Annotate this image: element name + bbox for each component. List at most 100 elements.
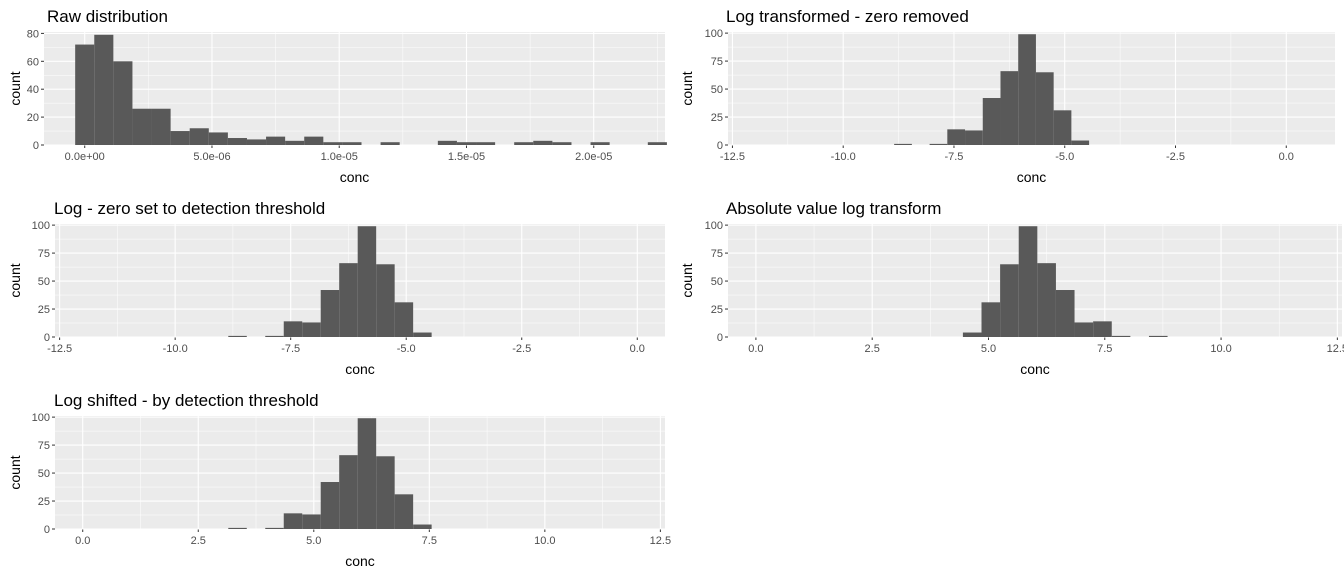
histogram-bar	[413, 524, 432, 529]
x-tick-label: 7.5	[1097, 343, 1112, 355]
histogram-bar	[94, 34, 114, 145]
histogram-bar	[947, 129, 966, 145]
histogram-bar	[357, 226, 377, 337]
x-tick-label: 10.0	[534, 535, 555, 547]
histogram-bar	[265, 335, 284, 337]
x-tick-label: 7.5	[422, 535, 437, 547]
y-axis-label: count	[679, 71, 695, 105]
x-axis-label: conc	[340, 169, 370, 185]
y-tick-label: 25	[38, 304, 50, 316]
histogram-bar	[394, 302, 414, 337]
histogram-bar	[1111, 335, 1131, 337]
histogram-panel-5: 0.0 2.5 5.0 7.5 10.0 12.5 0 25 50 75 100 Log shifte…	[7, 391, 671, 569]
x-tick-label: -5.0	[1055, 151, 1074, 163]
x-axis-label: conc	[345, 553, 375, 569]
histogram-bar	[533, 140, 553, 145]
histogram-bar	[283, 321, 303, 337]
y-tick-label: 75	[38, 440, 50, 452]
histogram-bar	[376, 264, 395, 337]
x-tick-label: 0.0e+00	[65, 151, 105, 163]
histogram-bar	[894, 143, 912, 145]
y-tick-label: 75	[38, 248, 50, 260]
histogram-bar	[1055, 290, 1075, 337]
x-tick-label: -10.0	[163, 343, 188, 355]
x-tick-label: 5.0	[306, 535, 321, 547]
histogram-bar	[246, 139, 267, 145]
y-axis-label: count	[7, 71, 23, 105]
y-tick-label: 0	[717, 332, 723, 344]
histogram-bar	[302, 322, 321, 337]
histogram-bar	[132, 108, 152, 145]
histogram-bar	[339, 263, 358, 337]
histogram-bar	[302, 514, 321, 529]
y-tick-label: 25	[711, 112, 723, 124]
histogram-bar	[227, 138, 247, 145]
histogram-bar	[962, 332, 982, 337]
histogram-bar	[265, 527, 284, 529]
chart-title: Log shifted - by detection threshold	[54, 391, 319, 410]
histogram-bar	[929, 143, 948, 145]
histogram-bar	[1000, 264, 1019, 337]
chart-title: Absolute value log transform	[726, 199, 941, 218]
x-tick-label: 5.0	[981, 343, 996, 355]
histogram-bar	[1148, 335, 1168, 337]
y-tick-label: 100	[32, 220, 50, 232]
histogram-bar	[1018, 226, 1038, 337]
x-tick-label: -12.5	[47, 343, 72, 355]
y-tick-label: 100	[705, 220, 723, 232]
x-tick-label: 2.5	[865, 343, 880, 355]
histogram-bar	[342, 142, 362, 145]
histogram-bar	[113, 61, 133, 145]
histogram-bar	[476, 142, 496, 145]
y-tick-label: 0	[717, 140, 723, 152]
y-tick-label: 80	[27, 28, 39, 40]
histogram-bar	[228, 527, 247, 529]
histogram-bar	[189, 128, 209, 145]
histogram-bar	[965, 130, 983, 145]
y-tick-label: 50	[38, 276, 50, 288]
histogram-bar	[320, 482, 340, 529]
chart-title: Log - zero set to detection threshold	[54, 199, 325, 218]
x-tick-label: -10.0	[831, 151, 856, 163]
histogram-bar	[228, 335, 247, 337]
histogram-bar	[1000, 71, 1019, 145]
y-tick-label: 75	[711, 56, 723, 68]
histogram-bar	[982, 98, 1001, 145]
histogram-bar	[357, 418, 377, 529]
x-tick-label: -5.0	[397, 343, 416, 355]
x-tick-label: 0.0	[630, 343, 645, 355]
x-axis-label: conc	[345, 361, 375, 377]
histogram-bar	[285, 140, 305, 145]
histogram-bar	[283, 513, 303, 529]
y-tick-label: 50	[38, 468, 50, 480]
histogram-bar	[208, 132, 228, 145]
y-tick-label: 100	[705, 28, 723, 40]
histogram-bar	[380, 142, 400, 145]
histogram-panel-1: 0.0e+00 5.0e-06 1.0e-05 1.5e-05 2.0e-05 0 20 40…	[7, 7, 667, 185]
histogram-bar	[590, 142, 610, 145]
histogram-bar	[170, 131, 190, 145]
histogram-bar	[1093, 321, 1112, 337]
y-tick-label: 0	[33, 140, 39, 152]
y-tick-label: 50	[711, 84, 723, 96]
y-tick-label: 50	[711, 276, 723, 288]
histogram-bar	[339, 455, 358, 529]
histogram-bar	[376, 456, 395, 529]
histogram-bar	[1071, 140, 1090, 145]
histogram-bar	[413, 332, 432, 337]
x-tick-label: 10.0	[1210, 343, 1231, 355]
y-tick-label: 40	[27, 84, 39, 96]
histogram-bar	[981, 302, 1001, 337]
histogram-bar	[320, 290, 340, 337]
histogram-bar	[304, 136, 324, 145]
x-tick-label: 2.5	[191, 535, 206, 547]
histogram-bar	[75, 44, 95, 145]
x-tick-label: 2.0e-05	[575, 151, 612, 163]
x-axis-label: conc	[1020, 361, 1050, 377]
chart-title: Log transformed - zero removed	[726, 7, 969, 26]
histogram-bar	[437, 140, 457, 145]
x-tick-label: -7.5	[944, 151, 963, 163]
